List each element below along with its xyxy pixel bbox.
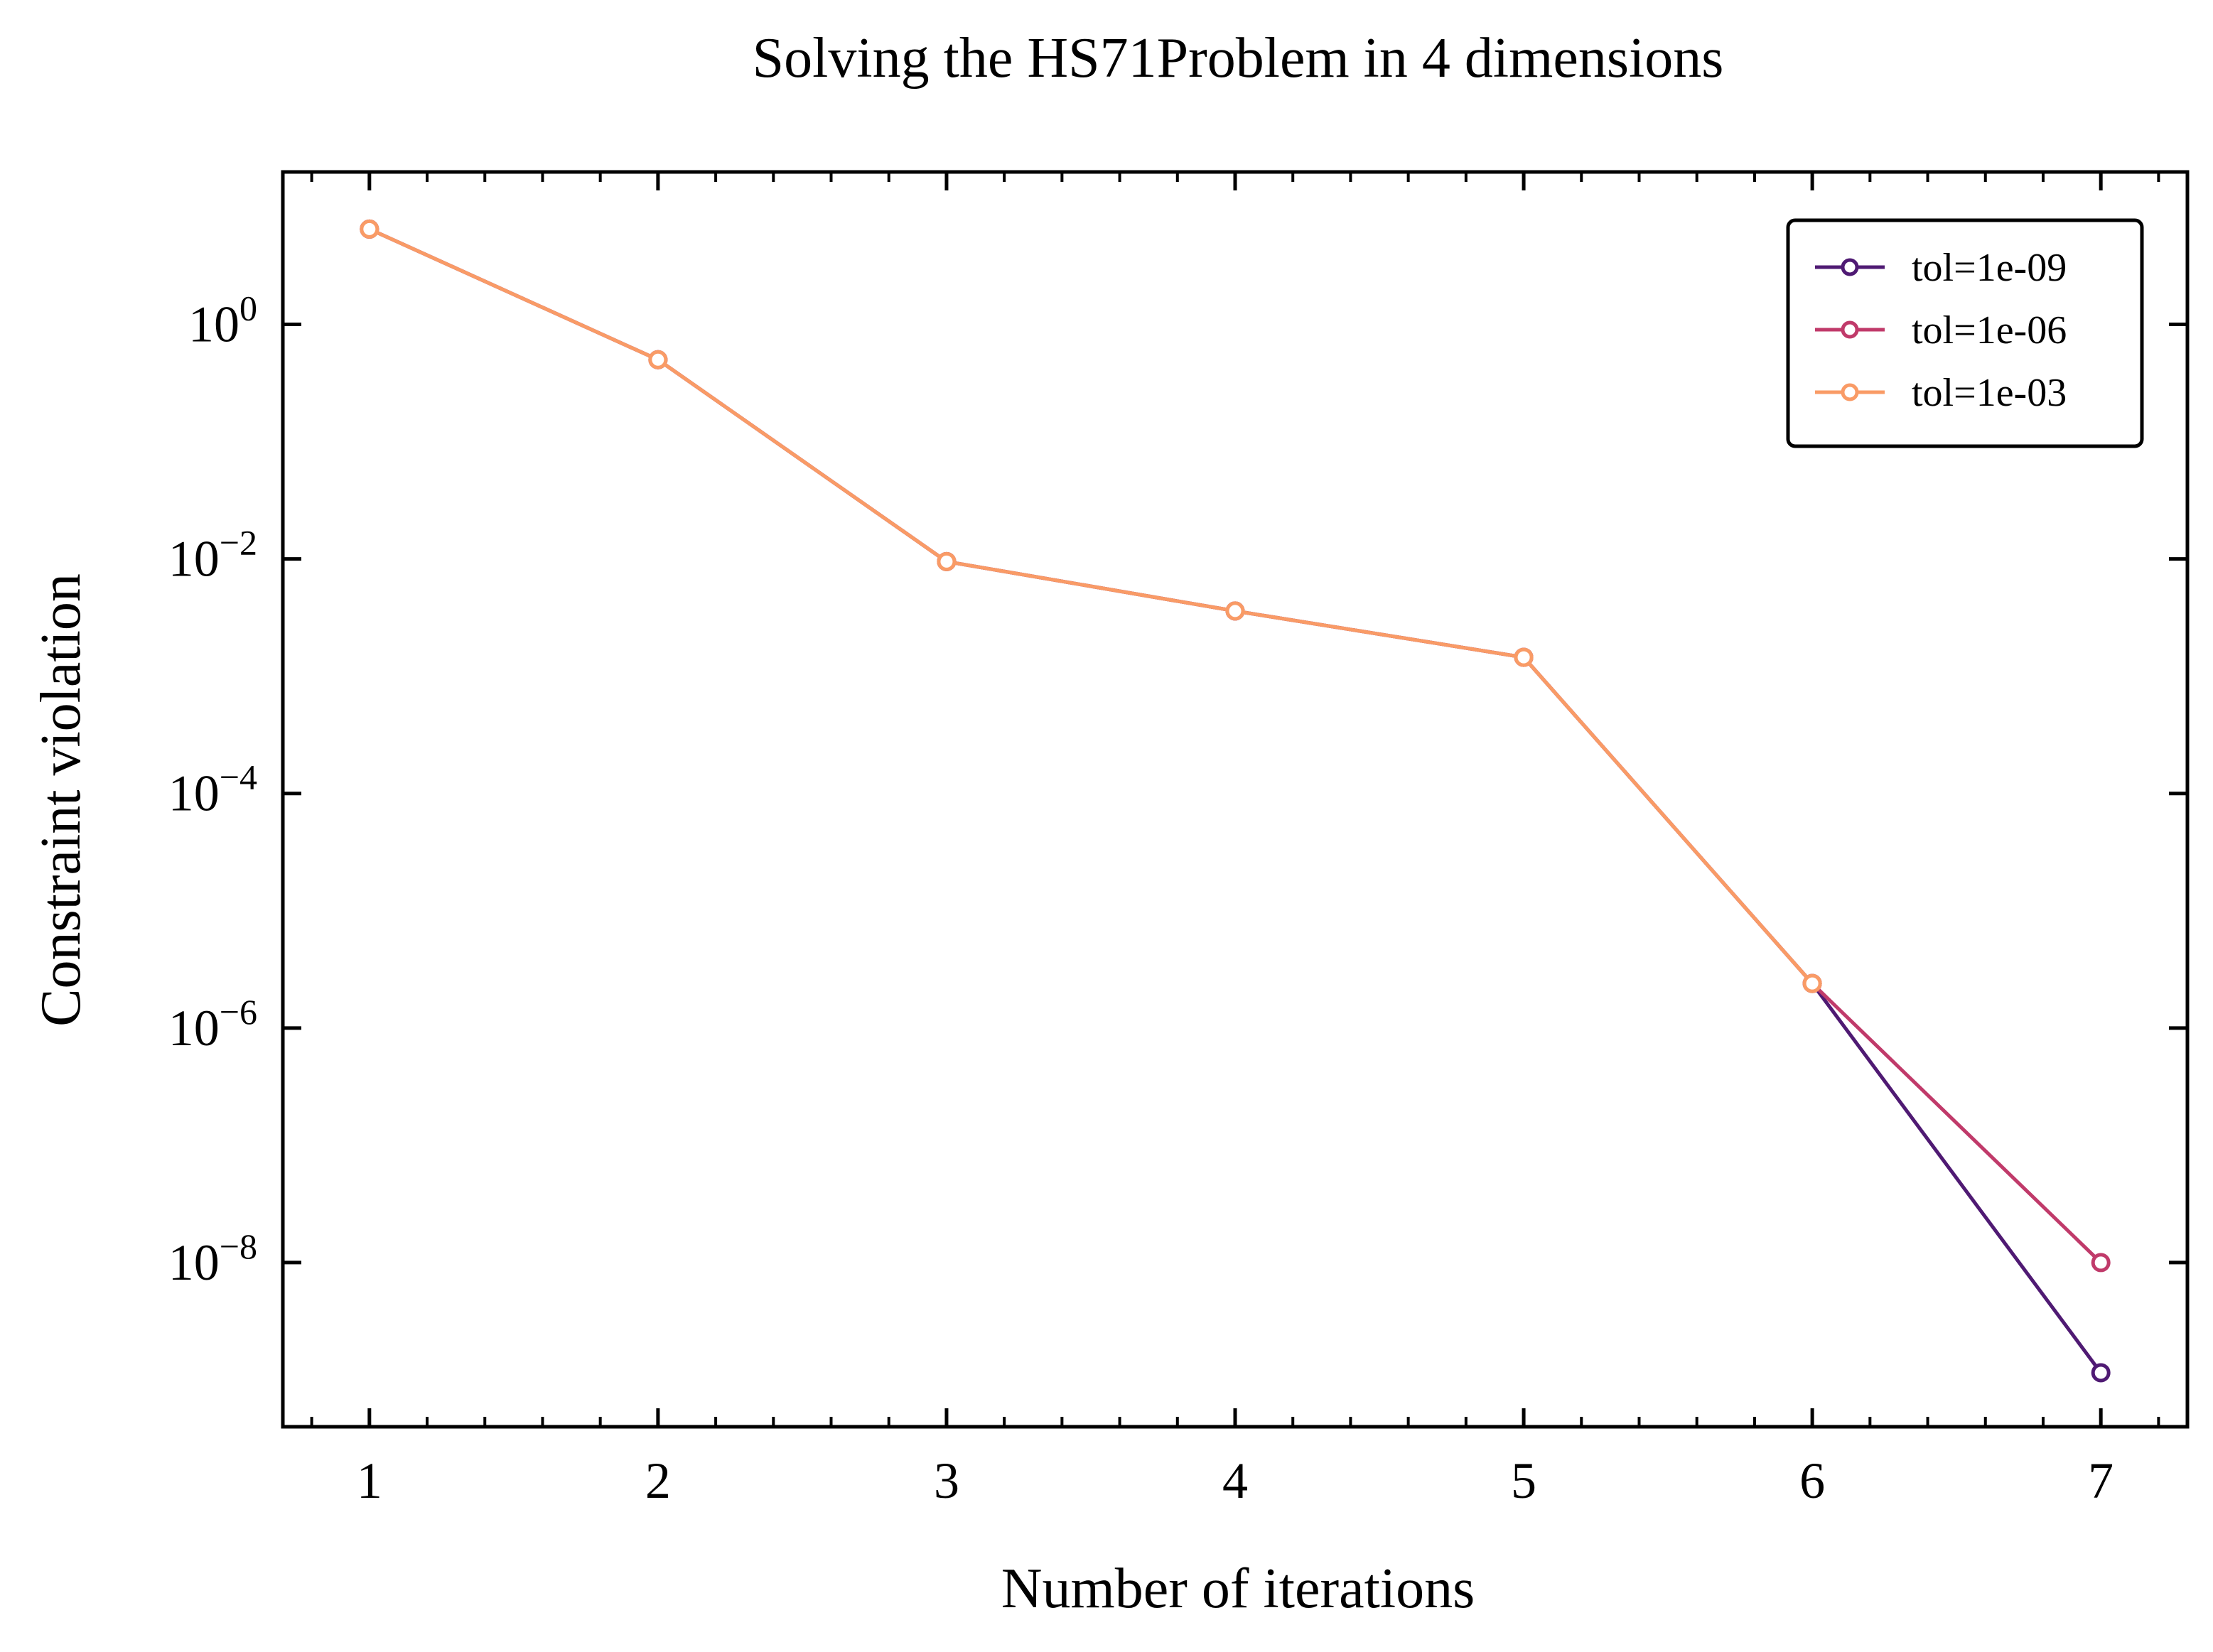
data-point [2091, 1253, 2111, 1273]
x-axis-label: Number of iterations [1001, 1557, 1475, 1620]
x-tick-label: 3 [934, 1452, 959, 1509]
y-axis-label: Constraint violation [30, 573, 92, 1027]
y-tick-label: 100 [188, 288, 257, 353]
legend-label: tol=1e-09 [1912, 246, 2067, 290]
y-tick-label: 10−8 [168, 1226, 257, 1291]
data-point [1225, 601, 1245, 621]
data-point [1514, 647, 1534, 667]
data-point [360, 219, 379, 239]
y-tick-label: 10−4 [168, 757, 257, 822]
x-tick-label: 4 [1222, 1452, 1248, 1509]
legend-label: tol=1e-03 [1912, 371, 2067, 415]
x-tick-label: 6 [1799, 1452, 1825, 1509]
legend-marker [1841, 383, 1859, 401]
y-tick-label: 10−6 [168, 992, 257, 1057]
data-point [1802, 973, 1822, 993]
legend-box [1786, 218, 2144, 448]
data-point [937, 551, 957, 571]
x-tick-label: 1 [357, 1452, 382, 1509]
legend-label: tol=1e-06 [1912, 308, 2067, 352]
chart-title: Solving the HS71Problem in 4 dimensions [753, 27, 1724, 90]
x-tick-label: 7 [2088, 1452, 2114, 1509]
series-line-3 [368, 227, 1814, 985]
x-tick-label: 5 [1511, 1452, 1536, 1509]
data-point [648, 350, 668, 369]
y-tick-label: 10−2 [168, 523, 257, 588]
data-point [2091, 1363, 2111, 1383]
legend-marker [1841, 258, 1859, 276]
x-tick-label: 2 [645, 1452, 671, 1509]
legend-marker [1841, 320, 1859, 339]
